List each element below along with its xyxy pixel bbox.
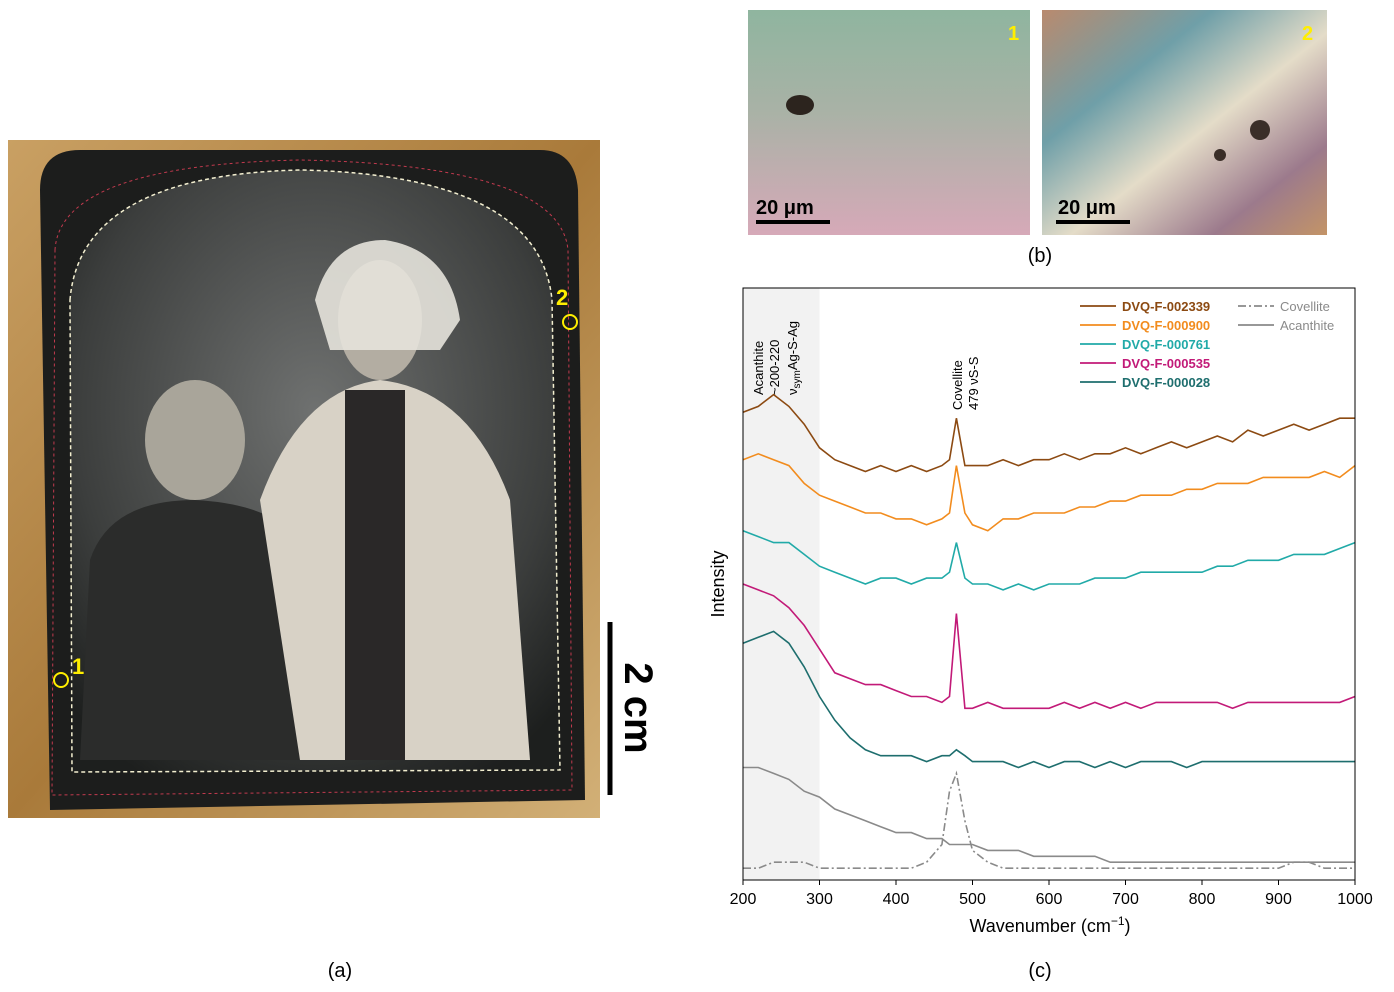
point-label: 2	[556, 285, 568, 310]
x-tick-label: 1000	[1337, 891, 1373, 908]
x-tick-label: 600	[1036, 891, 1063, 908]
spectra-chart: 200 300 400 500 600 700 800 900 1000 Wavenumber (…	[708, 288, 1373, 936]
scale-label: 20 μm	[756, 197, 814, 219]
caption: (c)	[1028, 960, 1051, 982]
annotation: Covellite	[950, 360, 965, 410]
annotation: 479 νS-S	[966, 356, 981, 410]
scale-label: 20 μm	[1058, 197, 1116, 219]
x-tick-label: 500	[959, 891, 986, 908]
photograph: 1 2	[8, 140, 600, 818]
annotation: Acanthite	[751, 341, 766, 395]
x-axis-label-end: )	[1125, 916, 1131, 936]
image-label: 2	[1302, 23, 1313, 45]
x-axis-label: Wavenumber (cm−1)	[969, 914, 1130, 936]
x-axis-label-sup: −1	[1111, 914, 1125, 928]
legend-label: DVQ-F-002339	[1122, 299, 1210, 314]
x-tick-label: 400	[883, 891, 910, 908]
caption: (b)	[1028, 245, 1052, 267]
man-head	[145, 380, 245, 500]
legend-label: DVQ-F-000535	[1122, 356, 1210, 371]
figure: 1 2 2 cm (a) 1 20 μm 2 20 μm (b) 200 300 4…	[0, 0, 1394, 987]
x-axis-label-text: Wavenumber (cm	[969, 916, 1110, 936]
legend-label: DVQ-F-000900	[1122, 318, 1210, 333]
dress	[345, 390, 405, 760]
x-tick-label: 300	[806, 891, 833, 908]
x-tick-label: 900	[1265, 891, 1292, 908]
legend-label: Acanthite	[1280, 318, 1334, 333]
x-tick-label: 700	[1112, 891, 1139, 908]
y-axis-label: Intensity	[708, 550, 728, 617]
legend-label: Covellite	[1280, 299, 1330, 314]
x-tick-label: 200	[730, 891, 757, 908]
annotation: ~200-220	[767, 340, 782, 395]
defect	[1214, 149, 1226, 161]
image-label: 1	[1008, 23, 1019, 45]
caption: (a)	[328, 960, 352, 982]
defect	[786, 95, 814, 115]
page: 1 2 2 cm (a) 1 20 μm 2 20 μm (b) 200 300 4…	[0, 0, 1394, 992]
scale-label: 2 cm	[616, 662, 660, 753]
legend-label: DVQ-F-000028	[1122, 375, 1210, 390]
defect	[1250, 120, 1270, 140]
annotation-part: sym	[792, 370, 803, 388]
legend-label: DVQ-F-000761	[1122, 337, 1210, 352]
x-tick-label: 800	[1189, 891, 1216, 908]
point-label: 1	[72, 654, 84, 679]
annotation-part: Ag-S-Ag	[785, 321, 800, 370]
